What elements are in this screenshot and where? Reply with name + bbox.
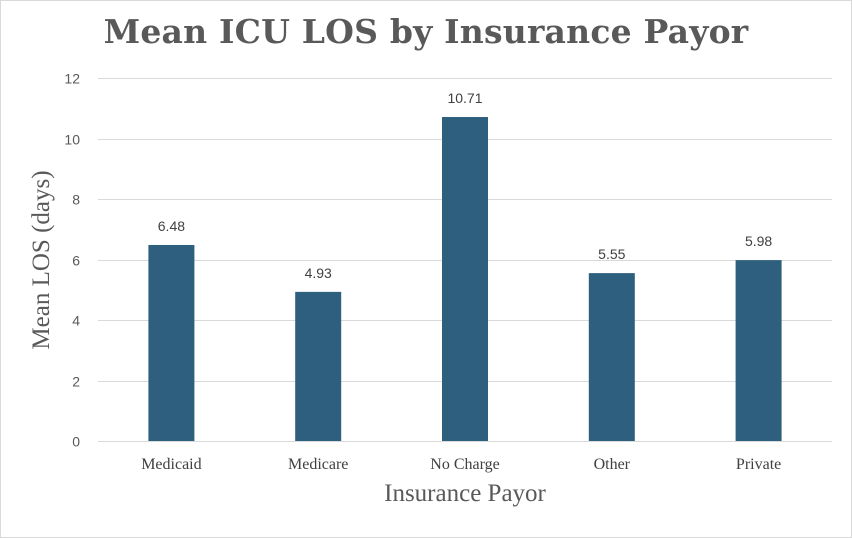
- x-tick-label: Other: [594, 456, 631, 473]
- y-tick-label: 8: [72, 192, 80, 208]
- x-tick-label: No Charge: [430, 456, 499, 473]
- y-axis-ticks: 0 2 4 6 8 10 12: [64, 71, 80, 450]
- y-tick-label: 2: [72, 374, 80, 390]
- data-label: 5.98: [745, 233, 772, 249]
- y-tick-label: 4: [72, 313, 80, 329]
- y-axis-label: Mean LOS (days): [28, 170, 55, 350]
- x-axis-ticks: Medicaid Medicare No Charge Other Private: [141, 456, 781, 473]
- x-tick-label: Medicaid: [141, 456, 201, 473]
- data-label: 10.71: [447, 90, 482, 106]
- x-axis-label: Insurance Payor: [384, 480, 546, 507]
- y-tick-label: 12: [64, 71, 80, 87]
- x-tick-label: Private: [736, 456, 781, 473]
- x-tick-label: Medicare: [288, 456, 348, 473]
- bars: [148, 117, 782, 442]
- data-labels: 6.48 4.93 10.71 5.55 5.98: [158, 90, 773, 281]
- bar-medicaid: [148, 244, 195, 441]
- bar-private: [735, 260, 782, 441]
- y-tick-label: 0: [72, 434, 80, 450]
- data-label: 4.93: [305, 265, 332, 281]
- chart-title: Mean ICU LOS by Insurance Payor: [103, 12, 749, 51]
- bar-medicare: [295, 291, 342, 441]
- bar-no-charge: [442, 117, 488, 442]
- data-label: 6.48: [158, 218, 185, 234]
- data-label: 5.55: [598, 246, 625, 262]
- bar-other: [588, 273, 635, 441]
- y-tick-label: 10: [64, 132, 80, 148]
- y-tick-label: 6: [72, 253, 80, 269]
